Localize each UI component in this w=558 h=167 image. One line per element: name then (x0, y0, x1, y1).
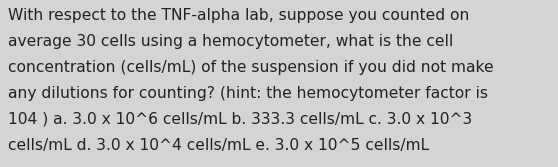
Text: cells/mL d. 3.0 x 10^4 cells/mL e. 3.0 x 10^5 cells/mL: cells/mL d. 3.0 x 10^4 cells/mL e. 3.0 x… (8, 138, 430, 153)
Text: concentration (cells/mL) of the suspension if you did not make: concentration (cells/mL) of the suspensi… (8, 60, 494, 75)
Text: average 30 cells using a hemocytometer, what is the cell: average 30 cells using a hemocytometer, … (8, 34, 454, 49)
Text: With respect to the TNF-alpha lab, suppose you counted on: With respect to the TNF-alpha lab, suppo… (8, 8, 470, 23)
Text: 104 ) a. 3.0 x 10^6 cells/mL b. 333.3 cells/mL c. 3.0 x 10^3: 104 ) a. 3.0 x 10^6 cells/mL b. 333.3 ce… (8, 112, 473, 127)
Text: any dilutions for counting? (hint: the hemocytometer factor is: any dilutions for counting? (hint: the h… (8, 86, 488, 101)
